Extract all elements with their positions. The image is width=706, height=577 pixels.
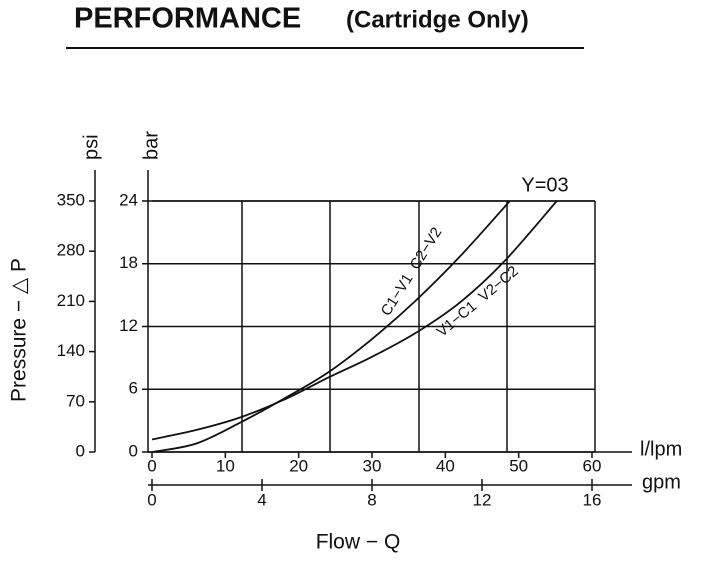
x-tick-label: 50 [509, 456, 528, 475]
x2-tick-label: 4 [257, 490, 266, 509]
y2-tick-label: 12 [119, 316, 138, 335]
y-tick-label: 0 [76, 441, 85, 460]
y-tick-label: 140 [57, 341, 85, 360]
y2-tick-label: 6 [129, 379, 138, 398]
x-tick-label: 0 [147, 456, 156, 475]
x-axis-title: Flow − Q [316, 531, 401, 554]
y2-unit: bar [140, 131, 162, 160]
curve-label: V1−C1 V2−C2 [434, 263, 522, 341]
y2-tick-label: 0 [129, 441, 138, 460]
y-unit: psi [80, 134, 102, 160]
x2-tick-label: 12 [473, 490, 492, 509]
x2-tick-label: 8 [367, 490, 376, 509]
y-axis-title: Pressure − △ P [8, 258, 31, 402]
chart-subtitle: (Cartridge Only) [346, 6, 529, 33]
y2-tick-label: 18 [119, 253, 138, 272]
x-tick-label: 20 [289, 456, 308, 475]
y-tick-label: 280 [57, 241, 85, 260]
x2-tick-label: 0 [147, 490, 156, 509]
curve [151, 200, 558, 441]
x2-unit: gpm [642, 471, 681, 493]
y-tick-label: 210 [57, 291, 85, 310]
x-tick-label: 60 [583, 456, 602, 475]
x-unit: l/lpm [640, 438, 682, 460]
chart-title: PERFORMANCE [74, 3, 301, 35]
x-tick-label: 30 [363, 456, 382, 475]
x-tick-label: 10 [216, 456, 235, 475]
y-tick-label: 350 [57, 190, 85, 209]
y2-tick-label: 24 [119, 190, 138, 209]
x2-tick-label: 16 [583, 490, 602, 509]
y-tick-label: 70 [66, 391, 85, 410]
x-tick-label: 40 [436, 456, 455, 475]
curve [151, 200, 511, 453]
annotation: Y=03 [521, 174, 568, 196]
